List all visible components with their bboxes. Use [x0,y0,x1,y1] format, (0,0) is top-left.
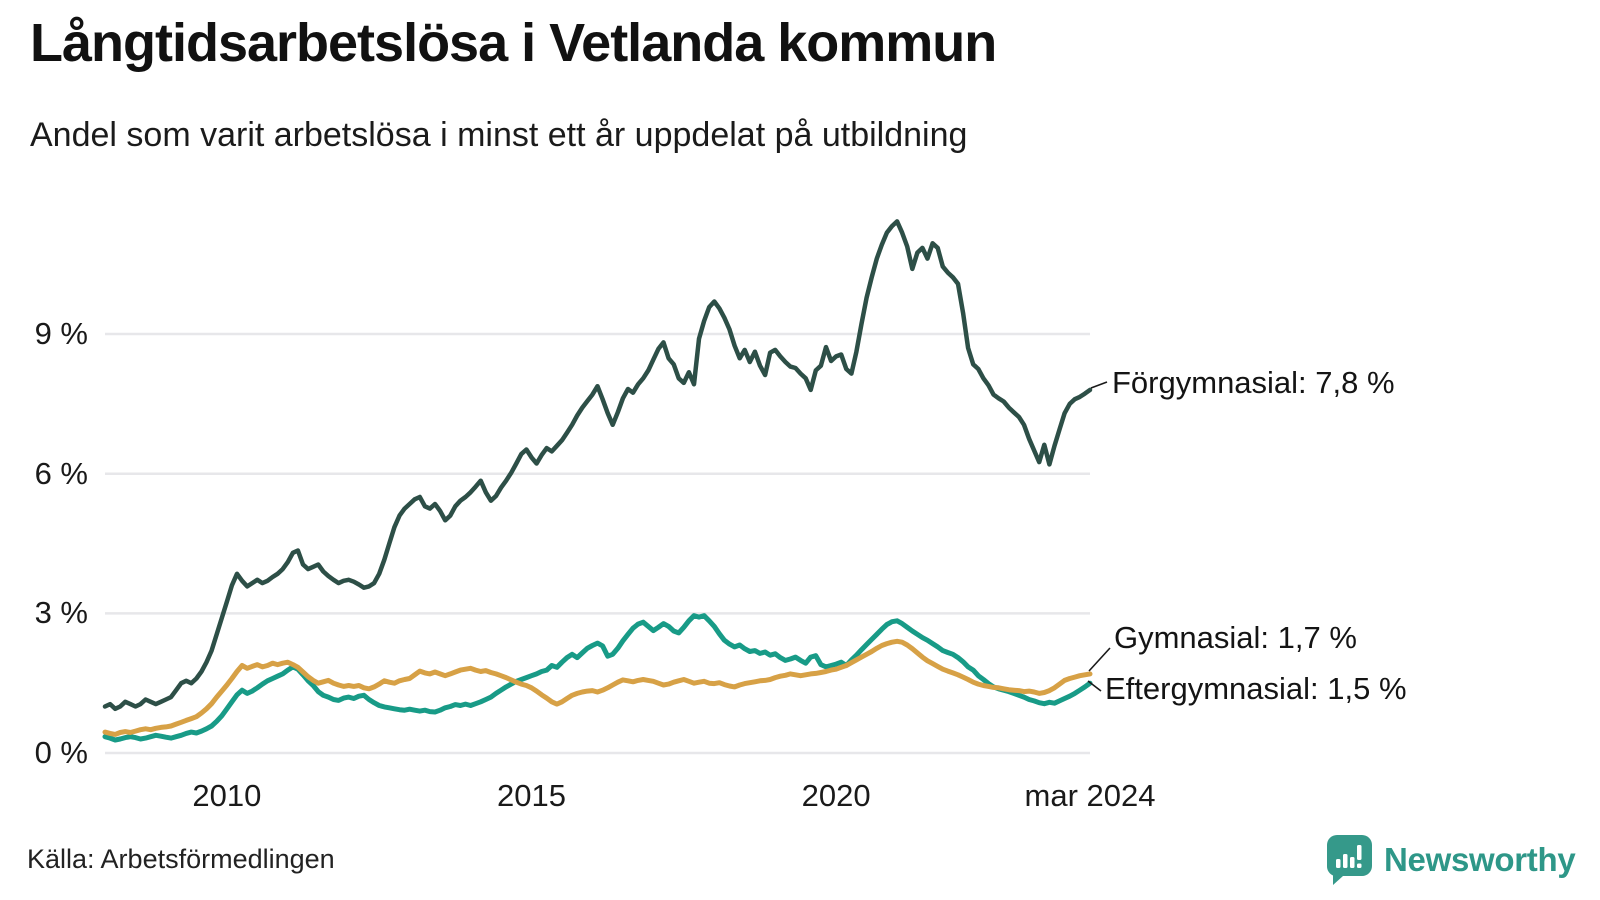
series-line-eftergymnasial [102,613,1093,743]
y-axis-tick-label: 6 % [34,455,88,491]
newsworthy-logo-text: Newsworthy [1384,841,1576,878]
x-axis-tick-label: 2015 [497,778,566,813]
y-axis-tick-label: 9 % [34,316,88,352]
x-axis-tick-label: 2010 [192,778,262,813]
x-axis-tick-label: mar 2024 [1024,778,1156,813]
page-title: Långtidsarbetslösa i Vetlanda kommun [30,13,997,73]
label-connector [1090,381,1108,389]
series-end-label-eftergymnasial: Eftergymnasial: 1,5 % [1105,671,1407,706]
series-end-label-förgymnasial: Förgymnasial: 7,8 % [1112,365,1395,400]
series-line-förgymnasial [102,219,1093,712]
series-line-gymnasial [102,638,1093,737]
y-axis-tick-label: 3 % [34,595,88,631]
page-subtitle: Andel som varit arbetslösa i minst ett å… [30,116,968,154]
speech-bubble-bar-chart-icon [1326,835,1372,885]
series-end-label-gymnasial: Gymnasial: 1,7 % [1114,620,1357,655]
y-axis-tick-label: 0 % [34,735,88,770]
source-note: Källa: Arbetsförmedlingen [27,844,335,874]
x-axis-tick-label: 2020 [801,778,871,813]
label-connector [1087,680,1102,692]
label-connector [1088,647,1111,672]
newsworthy-logo: Newsworthy [1326,834,1576,886]
